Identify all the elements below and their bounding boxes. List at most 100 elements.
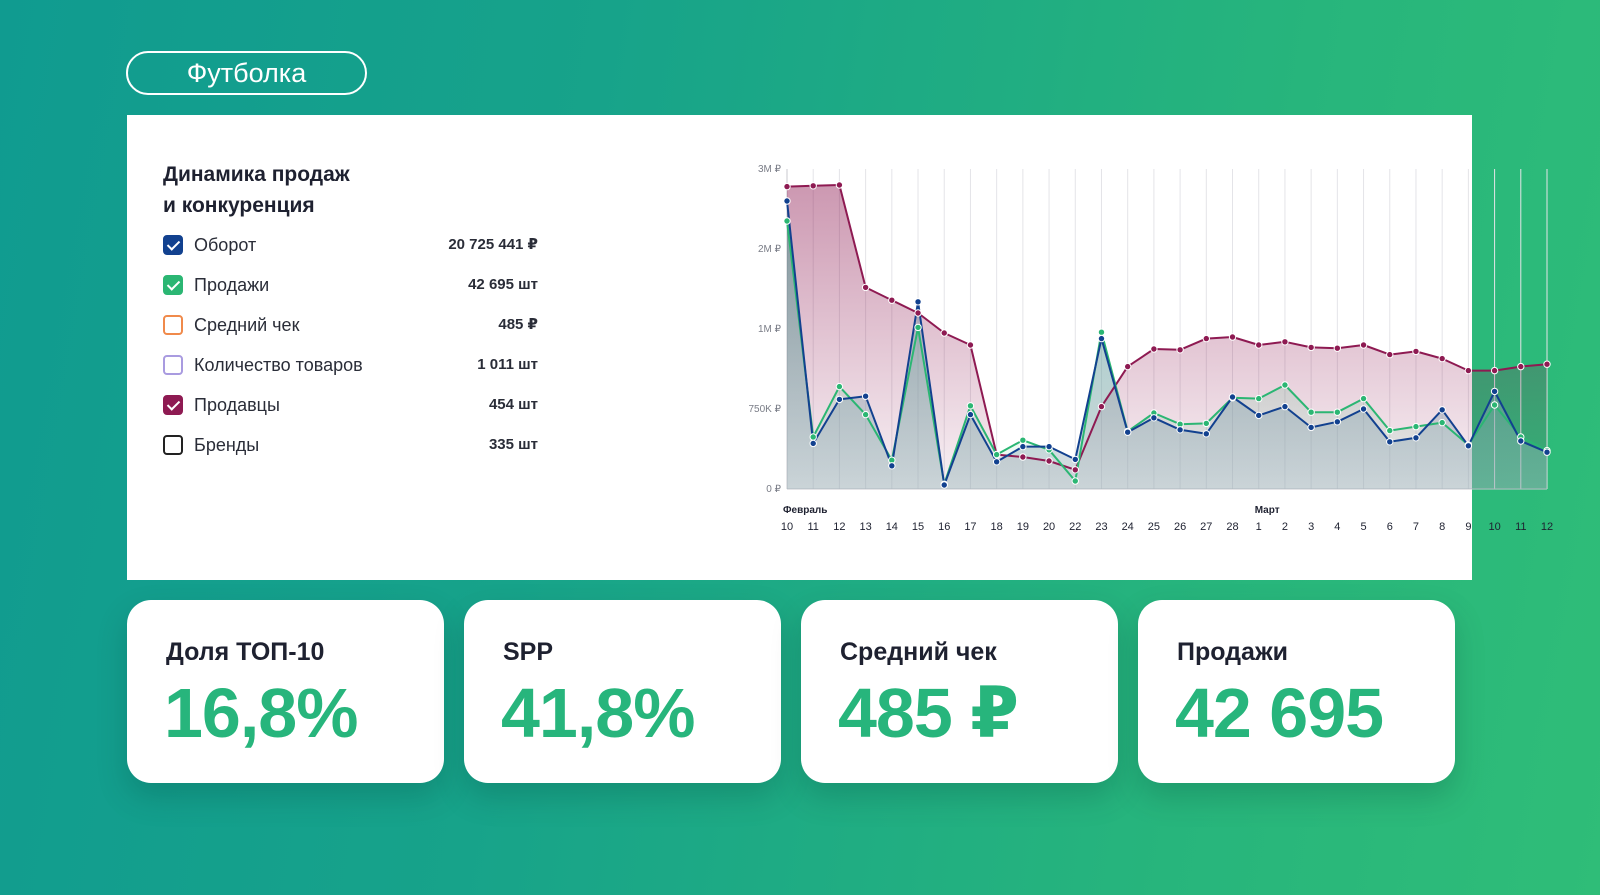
sales-point — [1071, 477, 1079, 485]
products-count-checkbox[interactable] — [163, 355, 183, 375]
turnover-point — [1359, 405, 1368, 413]
sellers-point — [1281, 338, 1289, 346]
y-tick-label: 750K ₽ — [749, 404, 782, 415]
sellers-point — [1019, 453, 1027, 461]
x-tick-label: 11 — [807, 521, 818, 533]
sales-point — [1202, 419, 1211, 428]
x-tick-label: 11 — [1515, 521, 1526, 533]
x-tick-label: 13 — [859, 521, 871, 533]
x-tick-label: 10 — [1488, 521, 1500, 533]
sales-dynamics-panel: Динамика продаж и конкуренция Оборот 20 … — [127, 115, 1553, 580]
x-tick-label: 3 — [1308, 521, 1314, 533]
turnover-point — [1228, 393, 1237, 401]
turnover-point — [966, 410, 975, 419]
metric-value: 485 ₽ — [498, 316, 538, 333]
sellers-point — [1097, 402, 1106, 411]
sellers-checkbox[interactable] — [163, 395, 183, 415]
x-tick-label: 22 — [1069, 521, 1081, 533]
sellers-point — [1176, 346, 1184, 354]
x-tick-label: 5 — [1360, 521, 1366, 533]
turnover-point — [1438, 406, 1446, 414]
turnover-point — [1097, 334, 1106, 343]
x-tick-label: 2 — [1282, 521, 1288, 533]
sales-point — [1019, 436, 1027, 444]
average-check-checkbox[interactable] — [163, 315, 183, 335]
sellers-line — [786, 184, 1548, 471]
sales-point — [1490, 401, 1499, 409]
x-tick-label: 15 — [912, 521, 924, 533]
sales-checkbox[interactable] — [163, 275, 183, 295]
metric-row-average-check[interactable]: Средний чек 485 ₽ — [163, 315, 538, 355]
sellers-point — [1123, 362, 1132, 371]
turnover-point — [1123, 428, 1132, 436]
turnover-point — [1386, 438, 1394, 446]
sellers-point — [1412, 347, 1420, 356]
turnover-point — [940, 481, 948, 489]
top10-share-card: Доля ТОП-10 16,8% — [127, 600, 444, 783]
panel-title-line2: и конкуренция — [163, 194, 315, 217]
x-tick-label: 16 — [938, 521, 950, 533]
card-value: 41,8% — [501, 674, 695, 752]
metric-row-brands[interactable]: Бренды 335 шт — [163, 435, 538, 475]
x-tick-label: 24 — [1122, 521, 1134, 533]
sellers-point — [1045, 457, 1053, 465]
sales-point — [1412, 422, 1420, 431]
sellers-point — [835, 181, 844, 189]
sellers-point — [1333, 344, 1342, 352]
sales-line — [786, 220, 1548, 486]
turnover-point — [1202, 430, 1211, 438]
card-title: Доля ТОП-10 — [166, 638, 325, 666]
sellers-point — [1359, 341, 1368, 349]
metric-label: Оборот — [194, 235, 257, 255]
sales-point — [835, 382, 844, 391]
turnover-point — [1071, 455, 1079, 464]
metric-value: 42 695 шт — [468, 276, 538, 293]
turnover-point — [1150, 414, 1158, 422]
x-tick-label: 14 — [886, 521, 898, 533]
x-tick-label: 17 — [964, 521, 976, 533]
metric-list: Оборот 20 725 441 ₽ Продажи 42 695 шт Ср… — [163, 235, 538, 475]
turnover-checkbox[interactable] — [163, 235, 183, 255]
sales-point — [914, 323, 922, 332]
card-value: 42 695 — [1175, 674, 1384, 752]
month-label: Март — [1255, 505, 1280, 516]
sales-point — [992, 450, 1001, 459]
card-value: 16,8% — [164, 674, 358, 752]
metric-row-sales[interactable]: Продажи 42 695 шт — [163, 275, 538, 315]
y-tick-label: 0 ₽ — [766, 484, 781, 495]
sellers-point — [1438, 354, 1446, 363]
sellers-point — [940, 329, 948, 337]
metric-row-products-count[interactable]: Количество товаров 1 011 шт — [163, 355, 538, 395]
metric-value: 454 шт — [488, 396, 538, 413]
turnover-point — [835, 395, 844, 404]
y-tick-label: 2M ₽ — [758, 244, 782, 255]
x-tick-label: 12 — [833, 521, 845, 533]
brands-checkbox[interactable] — [163, 435, 183, 455]
product-tag-button[interactable]: Футболка — [126, 51, 367, 95]
panel-title-line1: Динамика продаж — [163, 163, 350, 186]
x-tick-label: 20 — [1043, 521, 1055, 533]
sellers-point — [1464, 366, 1473, 375]
metric-row-sellers[interactable]: Продавцы 454 шт — [163, 395, 538, 435]
metric-row-turnover[interactable]: Оборот 20 725 441 ₽ — [163, 235, 538, 275]
turnover-point — [1517, 437, 1525, 445]
sales-card: Продажи 42 695 — [1138, 600, 1455, 783]
card-value: 485 ₽ — [838, 674, 1019, 752]
sellers-point — [1255, 341, 1263, 349]
x-tick-label: 1 — [1256, 521, 1262, 533]
sales-point — [1386, 426, 1394, 435]
card-title: Средний чек — [840, 638, 997, 666]
card-title: Продажи — [1177, 638, 1289, 666]
sales-point — [783, 217, 791, 225]
turnover-area — [787, 201, 1547, 489]
sales-point — [966, 402, 975, 410]
y-tick-label: 1M ₽ — [758, 324, 782, 335]
sellers-point — [1071, 466, 1079, 474]
sellers-point — [861, 283, 870, 292]
turnover-point — [783, 197, 791, 205]
turnover-point — [861, 392, 870, 400]
x-tick-label: 26 — [1174, 521, 1186, 533]
turnover-point — [888, 462, 896, 470]
panel-title: Динамика продаж и конкуренция — [163, 159, 350, 221]
turnover-point — [1045, 442, 1053, 451]
